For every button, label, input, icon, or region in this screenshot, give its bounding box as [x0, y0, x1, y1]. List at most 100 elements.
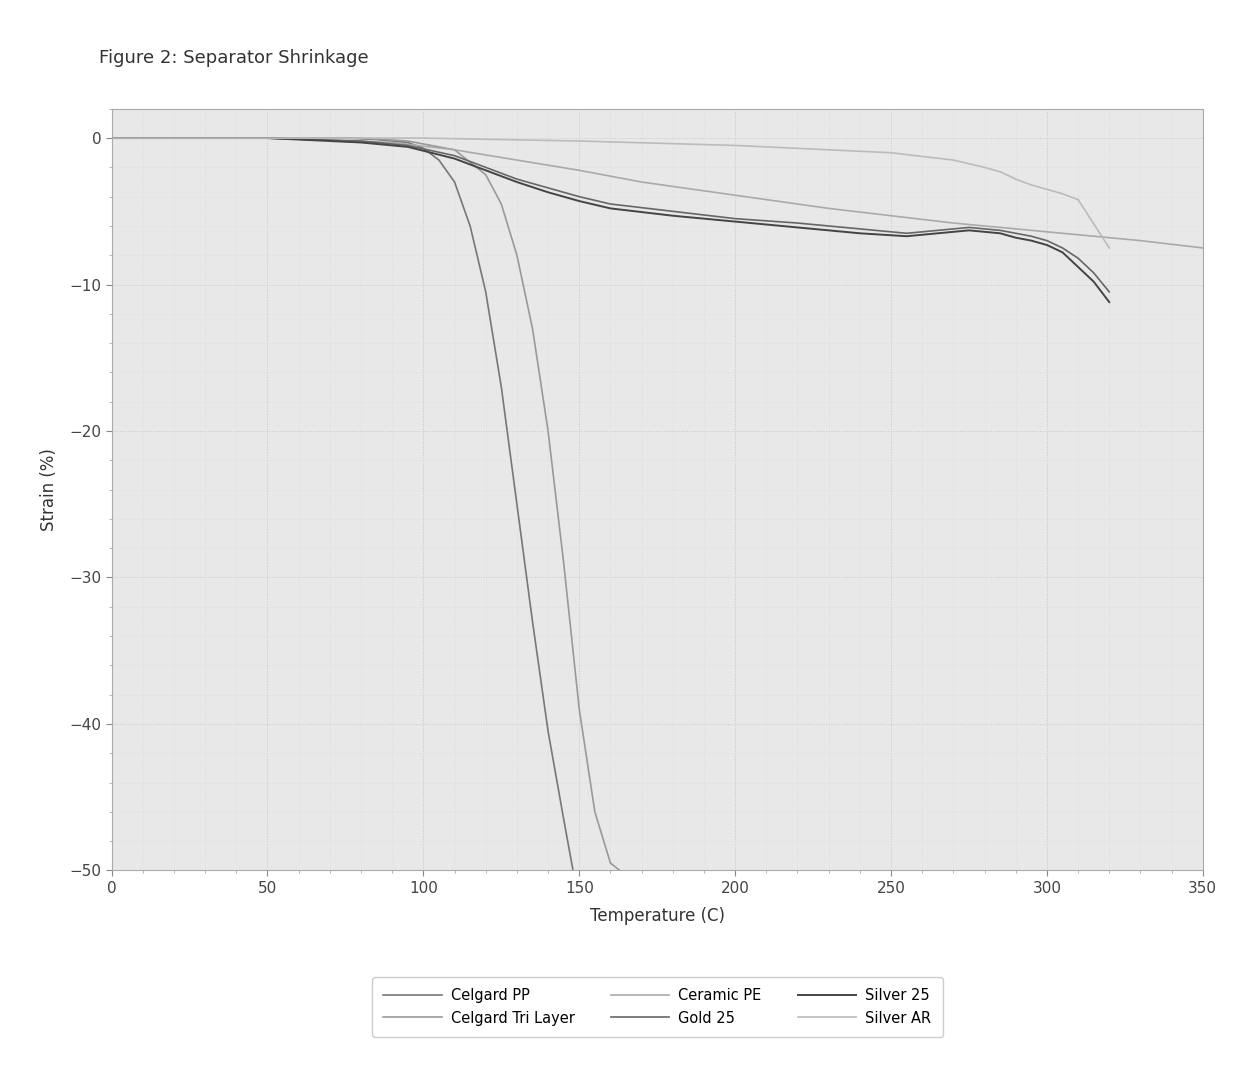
Ceramic PE: [384, 136, 399, 149]
Gold 25: [790, 217, 805, 230]
Gold 25: [1008, 226, 1023, 239]
Line: Silver AR: Silver AR: [112, 138, 1110, 248]
Ceramic PE: [1008, 222, 1023, 235]
Gold 25: [572, 190, 587, 203]
Silver 25: [1055, 246, 1070, 259]
Celgard PP: [370, 133, 384, 146]
Ceramic PE: [448, 144, 463, 157]
Silver AR: [415, 132, 430, 145]
Gold 25: [852, 222, 867, 235]
Celgard Tri Layer: [603, 856, 618, 869]
Silver 25: [603, 202, 618, 215]
Celgard PP: [448, 175, 463, 188]
Ceramic PE: [884, 209, 899, 222]
Gold 25: [899, 226, 914, 239]
Silver AR: [977, 161, 992, 174]
Celgard PP: [510, 497, 525, 510]
Gold 25: [728, 212, 743, 225]
Gold 25: [260, 132, 275, 145]
Ceramic PE: [104, 132, 119, 145]
Silver 25: [1102, 296, 1117, 309]
Silver 25: [479, 164, 494, 177]
Gold 25: [448, 149, 463, 162]
Silver 25: [572, 195, 587, 208]
Gold 25: [1102, 285, 1117, 298]
Gold 25: [1070, 251, 1085, 264]
Celgard PP: [339, 132, 353, 145]
Celgard PP: [494, 381, 508, 394]
Gold 25: [479, 161, 494, 174]
Ceramic PE: [946, 217, 961, 230]
Gold 25: [1039, 234, 1054, 247]
Silver 25: [1086, 275, 1101, 288]
Gold 25: [541, 182, 556, 195]
Silver AR: [1102, 242, 1117, 255]
Silver AR: [1039, 183, 1054, 196]
Line: Celgard PP: Celgard PP: [112, 138, 573, 870]
Text: Figure 2: Separator Shrinkage: Figure 2: Separator Shrinkage: [99, 49, 368, 67]
Celgard Tri Layer: [541, 424, 556, 437]
Silver 25: [899, 230, 914, 243]
Celgard PP: [104, 132, 119, 145]
Legend: Celgard PP, Celgard Tri Layer, Ceramic PE, Gold 25, Silver 25, Silver AR: Celgard PP, Celgard Tri Layer, Ceramic P…: [372, 977, 942, 1037]
Ceramic PE: [1195, 242, 1210, 255]
Silver 25: [1070, 260, 1085, 273]
Gold 25: [666, 205, 681, 218]
Silver 25: [993, 226, 1008, 239]
Silver 25: [104, 132, 119, 145]
Silver 25: [852, 226, 867, 239]
Ceramic PE: [634, 175, 649, 188]
X-axis label: Temperature (C): Temperature (C): [590, 907, 724, 925]
Celgard Tri Layer: [572, 703, 587, 716]
Celgard Tri Layer: [353, 132, 368, 145]
Silver 25: [448, 152, 463, 165]
Gold 25: [104, 132, 119, 145]
Gold 25: [510, 173, 525, 186]
Silver 25: [961, 224, 976, 237]
Silver 25: [1039, 238, 1054, 251]
Silver 25: [1024, 234, 1039, 247]
Silver 25: [790, 221, 805, 234]
Silver AR: [260, 132, 275, 145]
Celgard PP: [557, 813, 572, 826]
Silver AR: [884, 146, 899, 159]
Gold 25: [993, 224, 1008, 237]
Celgard Tri Layer: [479, 169, 494, 182]
Ceramic PE: [1133, 234, 1148, 247]
Silver AR: [728, 139, 743, 152]
Line: Ceramic PE: Ceramic PE: [112, 138, 1203, 248]
Silver AR: [572, 135, 587, 148]
Gold 25: [1086, 267, 1101, 280]
Celgard Tri Layer: [525, 322, 539, 335]
Ceramic PE: [1070, 228, 1085, 242]
Silver 25: [510, 175, 525, 188]
Celgard Tri Layer: [494, 198, 508, 211]
Gold 25: [1055, 242, 1070, 255]
Celgard Tri Layer: [613, 864, 627, 877]
Line: Silver 25: Silver 25: [112, 138, 1110, 302]
Celgard Tri Layer: [557, 556, 572, 569]
Silver 25: [728, 215, 743, 228]
Silver AR: [946, 153, 961, 166]
Silver 25: [915, 228, 930, 242]
Silver AR: [993, 165, 1008, 178]
Gold 25: [915, 225, 930, 238]
Silver 25: [1008, 231, 1023, 244]
Celgard PP: [565, 864, 580, 877]
Silver AR: [1070, 193, 1085, 206]
Celgard Tri Layer: [510, 249, 525, 262]
Line: Gold 25: Gold 25: [112, 138, 1110, 292]
Celgard Tri Layer: [104, 132, 119, 145]
Silver 25: [353, 136, 368, 149]
Celgard PP: [479, 285, 494, 298]
Celgard Tri Layer: [260, 132, 275, 145]
Gold 25: [401, 139, 415, 152]
Celgard PP: [432, 153, 446, 166]
Celgard Tri Layer: [401, 135, 415, 148]
Silver 25: [930, 226, 945, 239]
Silver AR: [1008, 173, 1023, 186]
Silver 25: [666, 209, 681, 222]
Celgard PP: [525, 615, 539, 628]
Silver 25: [401, 140, 415, 153]
Y-axis label: Strain (%): Strain (%): [40, 448, 58, 531]
